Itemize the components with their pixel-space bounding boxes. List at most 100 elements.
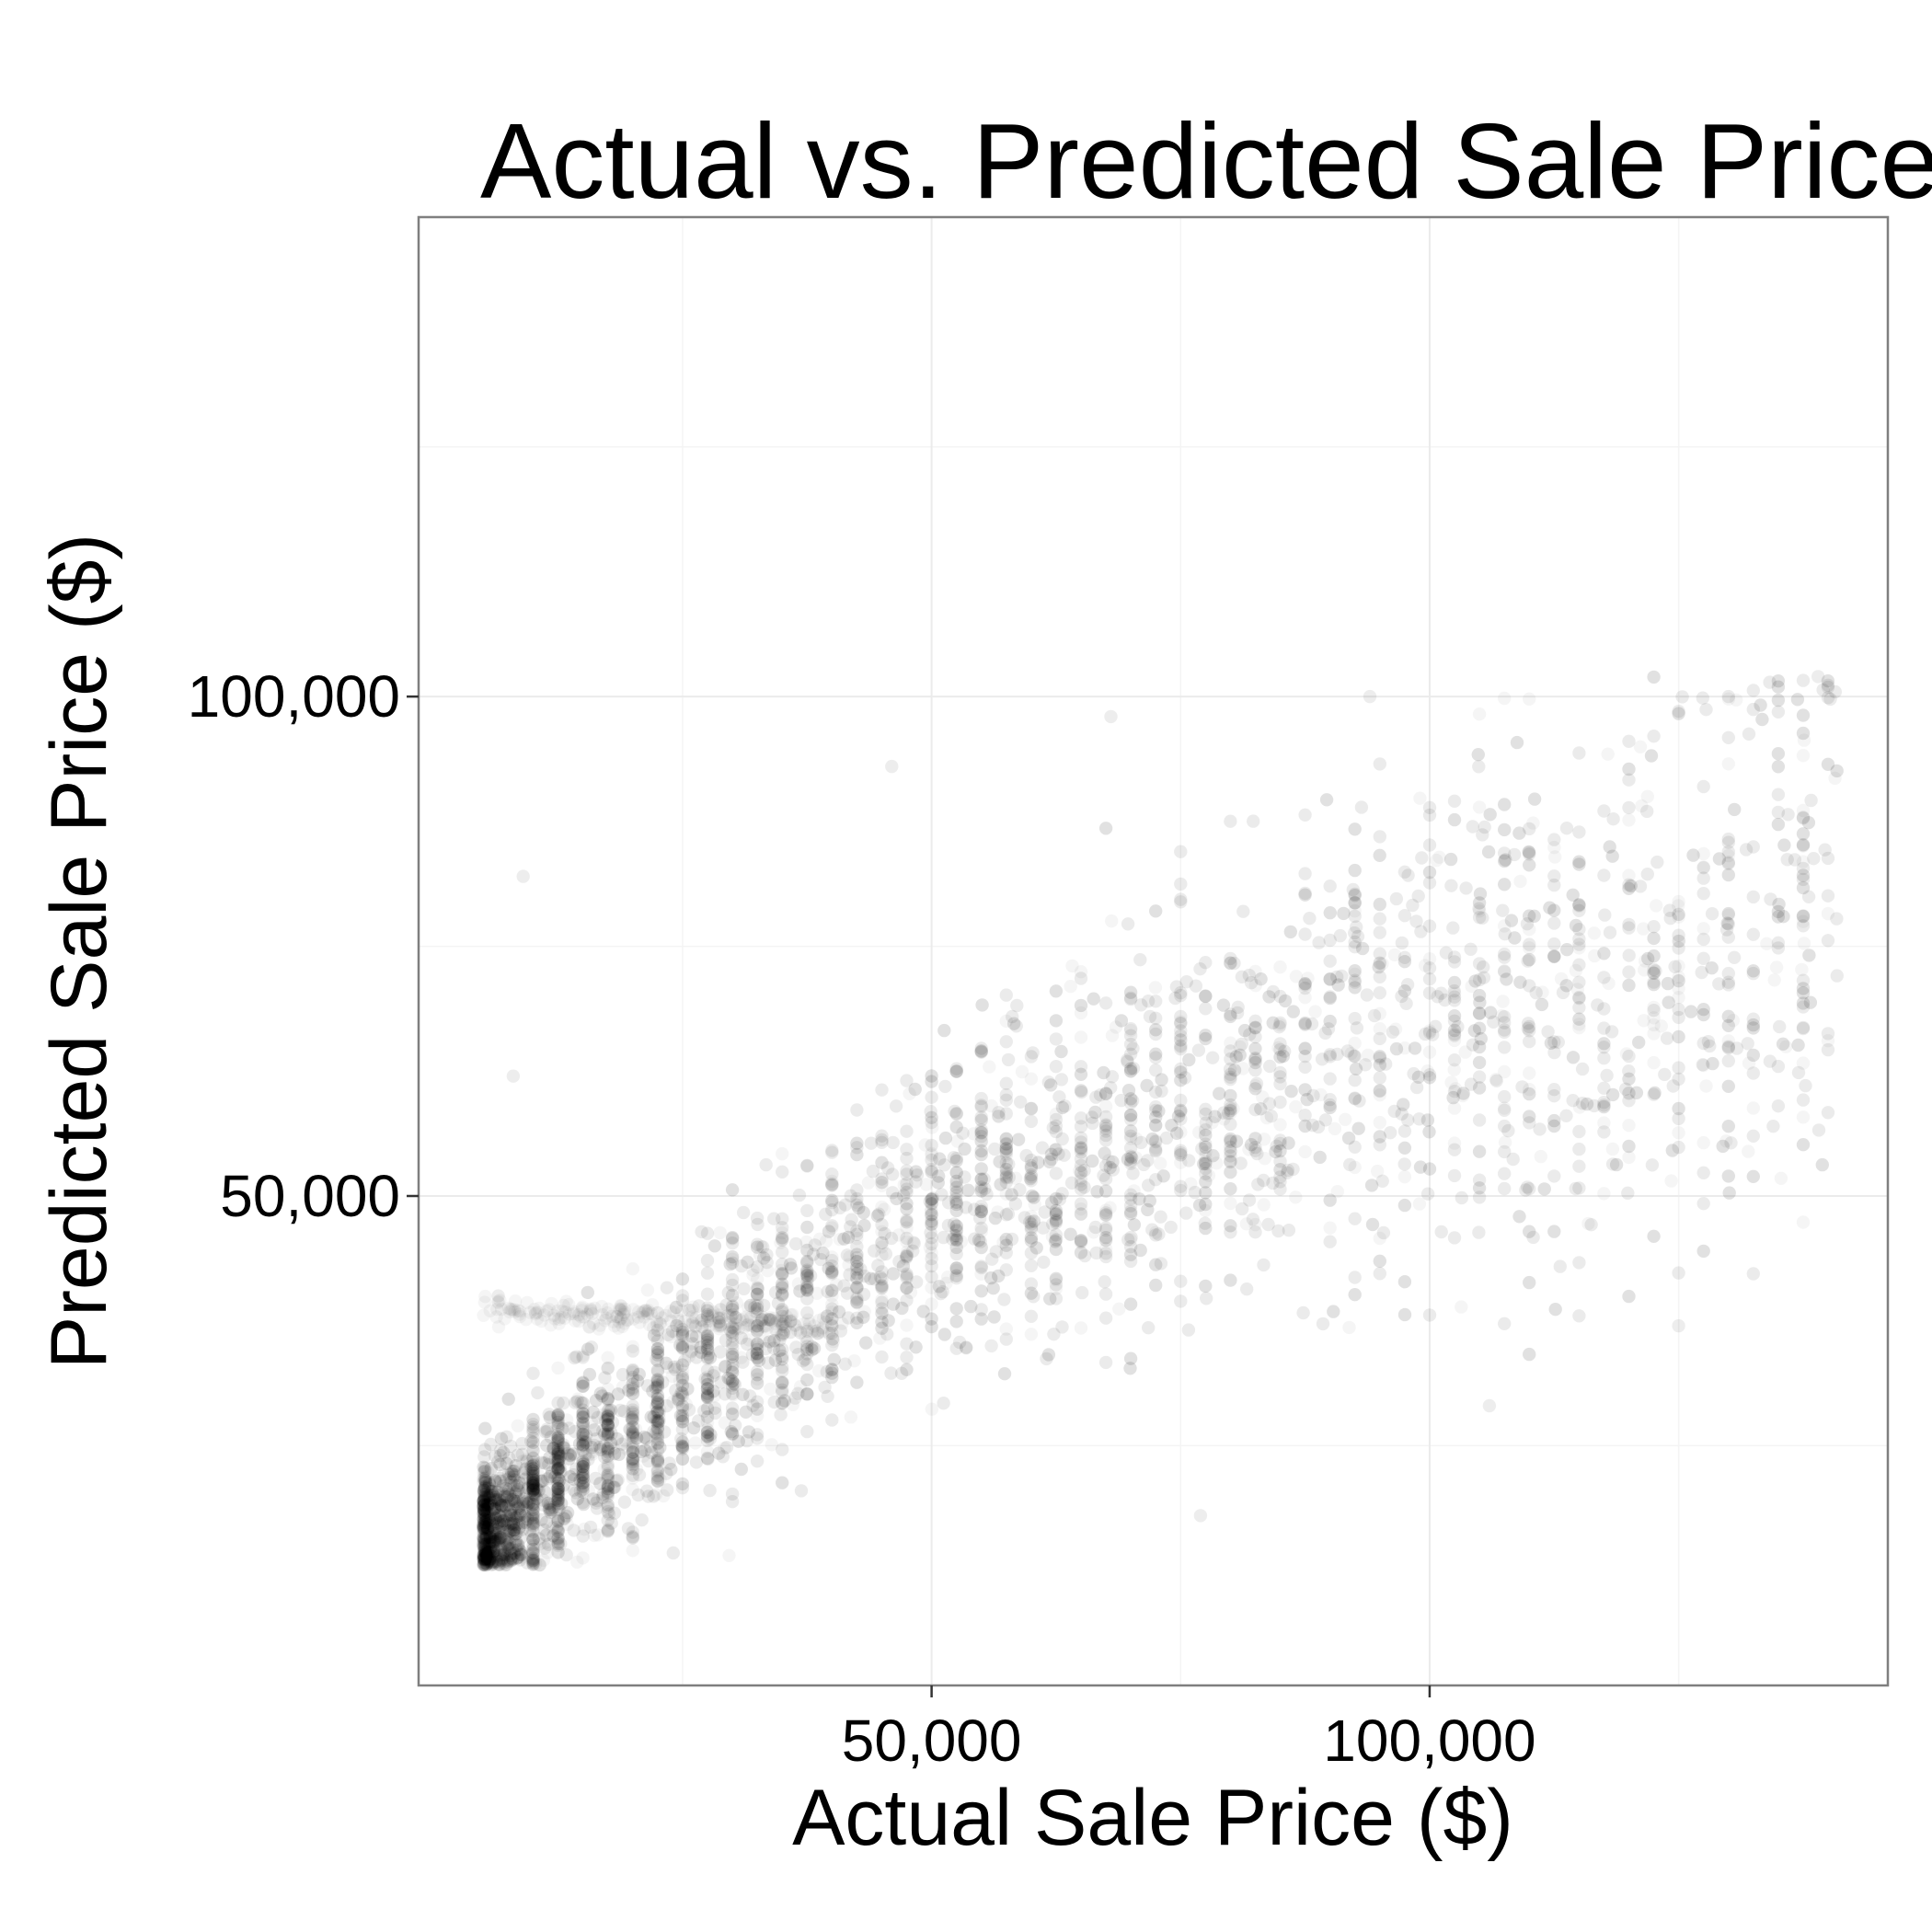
data-point <box>514 1481 529 1496</box>
data-point <box>1182 1052 1196 1067</box>
data-point <box>650 1395 665 1409</box>
data-point <box>875 1236 889 1250</box>
data-point <box>1224 951 1237 966</box>
data-point <box>996 1236 1010 1249</box>
data-point <box>1224 1154 1237 1167</box>
data-point <box>776 1375 789 1389</box>
data-point <box>1049 1282 1064 1295</box>
data-point <box>800 1322 814 1336</box>
data-point <box>490 1528 504 1543</box>
data-point <box>999 1146 1014 1161</box>
data-point <box>506 1526 521 1540</box>
data-point <box>513 1499 527 1512</box>
data-point <box>1554 972 1569 986</box>
data-point <box>784 1315 798 1328</box>
data-point <box>524 1460 538 1474</box>
data-point <box>480 1499 494 1512</box>
data-point <box>551 1443 565 1457</box>
data-point <box>932 1280 947 1294</box>
data-point <box>650 1388 665 1403</box>
data-point <box>491 1532 505 1547</box>
data-point <box>526 1459 540 1473</box>
data-point <box>503 1527 517 1541</box>
data-point <box>1721 848 1736 863</box>
data-point <box>1248 1225 1262 1239</box>
data-point <box>649 1488 663 1501</box>
data-point <box>1498 919 1512 933</box>
data-point <box>1397 955 1412 969</box>
data-point <box>515 1455 530 1468</box>
data-point <box>497 1468 511 1482</box>
data-point <box>1498 1101 1512 1115</box>
data-point <box>477 1506 491 1521</box>
data-point <box>477 1537 490 1552</box>
data-point <box>1795 962 1809 977</box>
data-point <box>582 1447 596 1462</box>
data-point <box>480 1545 494 1558</box>
data-point <box>886 1267 901 1281</box>
data-point <box>850 1231 864 1246</box>
data-point <box>999 1332 1014 1346</box>
data-point <box>1373 1088 1387 1102</box>
data-point <box>794 1484 809 1498</box>
data-point <box>551 1408 565 1421</box>
data-point <box>974 1204 988 1219</box>
data-point <box>477 1535 490 1548</box>
data-point <box>551 1361 565 1375</box>
data-point <box>650 1363 665 1377</box>
data-point <box>1098 1209 1113 1223</box>
data-point <box>1544 1036 1558 1051</box>
data-point <box>919 1178 934 1191</box>
data-point <box>586 1405 600 1420</box>
data-point <box>1547 1113 1561 1128</box>
data-point <box>484 1462 498 1476</box>
data-point <box>1647 931 1661 946</box>
data-point <box>478 1473 492 1488</box>
data-point <box>533 1558 546 1572</box>
data-point <box>1796 1138 1811 1152</box>
data-point <box>481 1546 495 1559</box>
data-point <box>1074 1202 1088 1216</box>
data-point <box>577 1457 591 1471</box>
data-point <box>1668 960 1682 974</box>
data-point <box>638 1430 651 1444</box>
data-point <box>925 1207 938 1222</box>
data-point <box>508 1494 522 1509</box>
data-point <box>500 1490 514 1504</box>
data-point <box>1348 903 1362 918</box>
data-point <box>480 1537 494 1551</box>
data-point <box>1024 1161 1039 1175</box>
data-point <box>560 1517 574 1532</box>
data-point <box>1771 693 1786 707</box>
data-point <box>949 1174 963 1189</box>
data-point <box>1726 1014 1741 1028</box>
data-point <box>750 1347 765 1361</box>
data-point <box>477 1522 491 1535</box>
data-point <box>1319 793 1334 807</box>
data-point <box>725 1374 740 1388</box>
data-point <box>949 1263 963 1278</box>
data-point <box>950 1134 964 1148</box>
data-point <box>916 1305 930 1318</box>
data-point <box>750 1372 765 1386</box>
data-point <box>1498 1064 1512 1079</box>
data-point <box>500 1516 514 1530</box>
data-point <box>974 1204 988 1219</box>
data-point <box>768 1353 783 1367</box>
data-point <box>1049 1206 1064 1221</box>
data-point <box>1123 1362 1137 1375</box>
data-point <box>1133 1192 1146 1206</box>
plot-panel <box>417 215 1890 1687</box>
data-point <box>1074 1141 1088 1156</box>
data-point <box>477 1465 490 1479</box>
data-point <box>724 1425 738 1439</box>
data-point <box>488 1524 501 1538</box>
data-point <box>509 1511 523 1525</box>
data-point <box>576 1467 590 1481</box>
data-point <box>844 1410 858 1424</box>
data-point <box>974 1182 988 1196</box>
data-point <box>1365 1217 1380 1232</box>
data-point <box>601 1391 615 1406</box>
data-point <box>670 1318 684 1333</box>
data-point <box>477 1538 491 1552</box>
